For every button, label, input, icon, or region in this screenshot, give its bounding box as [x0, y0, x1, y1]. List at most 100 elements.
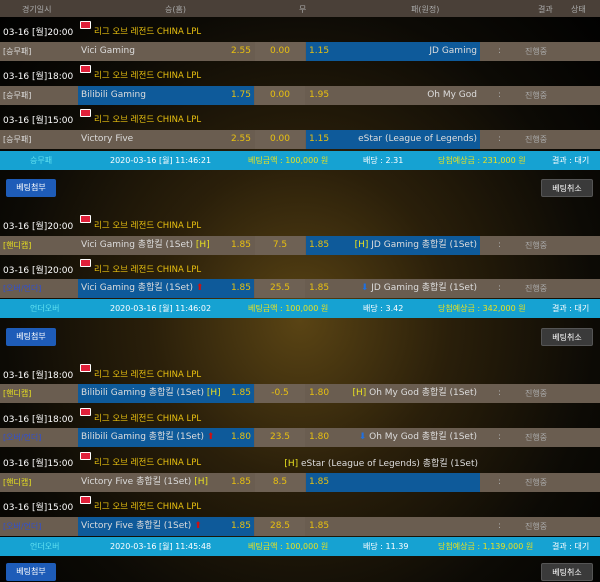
- game-result: :: [498, 283, 502, 293]
- home-option[interactable]: Vici Gaming 총합킬 (1Set) [H] 1.85: [78, 236, 254, 255]
- away-option[interactable]: 1.15 eStar (League of Legends): [306, 130, 480, 149]
- home-team-label: Victory Five 총합킬 (1Set): [81, 477, 192, 487]
- summary-amount: 베팅금액 : 100,000 원: [248, 542, 329, 551]
- handicap-mark: [H]: [206, 388, 221, 398]
- home-option[interactable]: Victory Five 총합킬 (1Set) [H] 1.85: [78, 473, 254, 492]
- home-team-label: Bilibili Gaming 총합킬 (1Set): [81, 388, 205, 398]
- league-name: 리그 오브 레전드 CHINA LPL: [94, 502, 202, 512]
- league-name: 리그 오브 레전드 CHINA LPL: [94, 27, 202, 37]
- summary-odds: 배당 : 2.31: [363, 156, 404, 165]
- away-option[interactable]: 1.85: [306, 517, 480, 536]
- away-team-label: JD Gaming 총합킬 (1Set): [371, 240, 477, 250]
- home-team-name: Vici Gaming 총합킬 (1Set) [H]: [81, 236, 210, 255]
- summary-time: 2020-03-16 [월] 11:45:48: [110, 542, 212, 551]
- league-logo-icon: [80, 452, 91, 460]
- summary-amount: 베팅금액 : 100,000 원: [248, 304, 329, 313]
- away-option[interactable]: 1.85 [H] JD Gaming 총합킬 (1Set): [306, 236, 480, 255]
- home-team-name: Vici Gaming: [81, 42, 135, 61]
- attach-bet-button[interactable]: 베팅첨부: [6, 179, 56, 197]
- home-odds: 1.85: [230, 388, 251, 398]
- game-date: 03-16 [월]15:00: [3, 459, 74, 469]
- away-option[interactable]: 1.80 [H] Oh My God 총합킬 (1Set): [306, 384, 480, 403]
- game-result: :: [498, 46, 502, 56]
- home-odds: 1.75: [230, 90, 251, 100]
- cancel-bet-button[interactable]: 베팅취소: [541, 563, 593, 581]
- summary-odds: 배당 : 3.42: [363, 304, 404, 313]
- league-name: 리그 오브 레전드 CHINA LPL: [94, 115, 202, 125]
- away-team-name: ⬇ Oh My God 총합킬 (1Set): [359, 428, 477, 447]
- game-date-row: 03-16 [월]18:00 리그 오브 레전드 CHINA LPL: [0, 361, 600, 385]
- bet-type: [핸디캡]: [3, 478, 32, 487]
- away-team-name: JD Gaming: [429, 42, 477, 61]
- home-option[interactable]: Vici Gaming 총합킬 (1Set) ⬆ 1.85: [78, 279, 254, 298]
- game-date: 03-16 [월]15:00: [3, 116, 74, 126]
- game-result: :: [498, 477, 502, 487]
- home-team-name: Victory Five: [81, 130, 133, 149]
- home-option[interactable]: Victory Five 총합킬 (1Set) ⬆ 1.85: [78, 517, 254, 536]
- away-team-label: JD Gaming 총합킬 (1Set): [371, 283, 477, 293]
- away-team-name: [H] eStar (League of Legends) 총합킬 (1Set): [284, 456, 478, 469]
- game-result: :: [498, 134, 502, 144]
- col-away: 패(원정): [411, 5, 440, 14]
- home-option[interactable]: Bilibili Gaming 총합킬 (1Set) [H] 1.85: [78, 384, 254, 403]
- league-name: 리그 오브 레전드 CHINA LPL: [94, 71, 202, 81]
- game-result: :: [498, 521, 502, 531]
- draw-value: 0.00: [255, 42, 305, 61]
- away-option[interactable]: 1.85: [306, 473, 480, 492]
- game-date-row: 03-16 [월]18:00 리그 오브 레전드 CHINA LPL: [0, 405, 600, 429]
- home-odds: 1.85: [230, 521, 251, 531]
- draw-value: -0.5: [255, 384, 305, 403]
- summary-payout: 당첨예상금 : 342,000 원: [438, 304, 526, 313]
- league-logo-icon: [80, 364, 91, 372]
- away-option[interactable]: 1.85 ⬇ JD Gaming 총합킬 (1Set): [306, 279, 480, 298]
- away-option[interactable]: 1.95 Oh My God: [306, 86, 480, 105]
- bet-row: [오버/언더] Vici Gaming 총합킬 (1Set) ⬆ 1.85 25.5 1…: [0, 279, 600, 298]
- game-date-row: 03-16 [월]15:00 리그 오브 레전드 CHINA LPL [H] eSt…: [0, 449, 600, 473]
- game-date: 03-16 [월]20:00: [3, 266, 74, 276]
- away-team-name: ⬇ JD Gaming 총합킬 (1Set): [361, 279, 477, 298]
- home-option[interactable]: Vici Gaming 2.55: [78, 42, 254, 61]
- game-status: 진행중: [525, 284, 548, 293]
- away-team-name: [H] Oh My God 총합킬 (1Set): [352, 384, 477, 403]
- game-status: 진행중: [525, 241, 548, 250]
- bet-type: [승무패]: [3, 47, 32, 56]
- home-odds: 2.55: [230, 46, 251, 56]
- game-date-row: 03-16 [월]18:00 리그 오브 레전드 CHINA LPL: [0, 62, 600, 86]
- away-odds: 1.85: [309, 521, 330, 531]
- under-arrow-icon: ⬇: [358, 432, 367, 442]
- summary-result: 결과 : 대기: [552, 156, 590, 165]
- summary-result: 결과 : 대기: [552, 542, 590, 551]
- home-team-name: Victory Five 총합킬 (1Set) [H]: [81, 473, 208, 492]
- bet-type: [오버/언더]: [3, 433, 42, 442]
- over-arrow-icon: ⬆: [195, 283, 204, 293]
- home-team-name: Victory Five 총합킬 (1Set) ⬆: [81, 517, 202, 536]
- bet-row: [핸디캡] Vici Gaming 총합킬 (1Set) [H] 1.85 7.5 1.…: [0, 236, 600, 255]
- summary-payout: 당첨예상금 : 231,000 원: [438, 156, 526, 165]
- draw-value: 25.5: [255, 279, 305, 298]
- home-option[interactable]: Bilibili Gaming 1.75: [78, 86, 254, 105]
- home-team-label: Victory Five 총합킬 (1Set): [81, 521, 192, 531]
- game-result: :: [498, 90, 502, 100]
- away-team-label: Oh My God 총합킬 (1Set): [369, 388, 477, 398]
- home-odds: 1.80: [230, 432, 251, 442]
- bet-row: [핸디캡] Bilibili Gaming 총합킬 (1Set) [H] 1.85-…: [0, 384, 600, 403]
- league-logo-icon: [80, 109, 91, 117]
- summary-payout: 당첨예상금 : 1,139,000 원: [438, 542, 534, 551]
- summary-type: 언더오버: [30, 542, 60, 551]
- league-name: 리그 오브 레전드 CHINA LPL: [94, 265, 202, 275]
- home-team-label: Bilibili Gaming 총합킬 (1Set): [81, 432, 205, 442]
- away-team-label: eStar (League of Legends): [358, 134, 477, 144]
- col-date: 경기일시: [22, 5, 52, 14]
- away-team-label: eStar (League of Legends) 총합킬 (1Set): [301, 459, 478, 469]
- summary-odds: 배당 : 11.39: [363, 542, 409, 551]
- attach-bet-button[interactable]: 베팅첨부: [6, 328, 56, 346]
- cancel-bet-button[interactable]: 베팅취소: [541, 328, 593, 346]
- summary-amount: 베팅금액 : 100,000 원: [248, 156, 329, 165]
- home-option[interactable]: Victory Five 2.55: [78, 130, 254, 149]
- home-option[interactable]: Bilibili Gaming 총합킬 (1Set) ⬆ 1.80: [78, 428, 254, 447]
- home-team-label: Victory Five: [81, 134, 134, 144]
- away-option[interactable]: 1.15 JD Gaming: [306, 42, 480, 61]
- cancel-bet-button[interactable]: 베팅취소: [541, 179, 593, 197]
- away-option[interactable]: 1.80 ⬇ Oh My God 총합킬 (1Set): [306, 428, 480, 447]
- attach-bet-button[interactable]: 베팅첨부: [6, 563, 56, 581]
